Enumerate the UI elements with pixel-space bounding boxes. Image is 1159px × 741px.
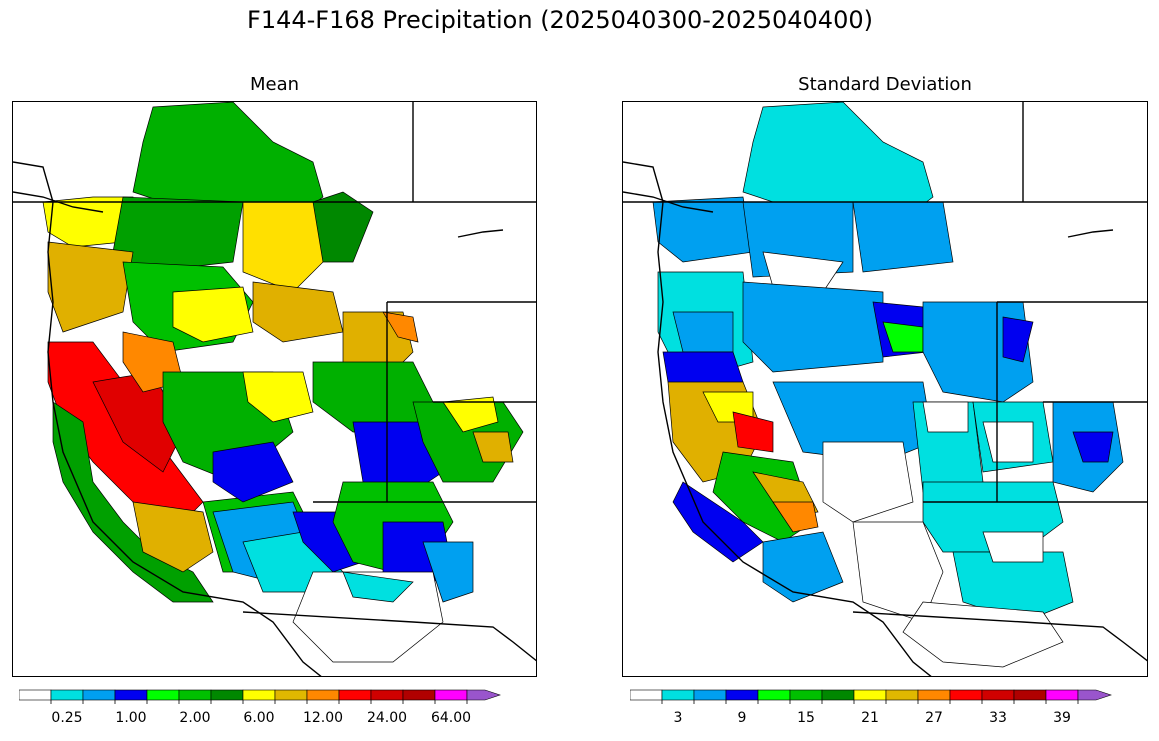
colorbar-mean: 0.25 1.00 2.00 6.00 12.00 24.00 64.00 (19, 688, 531, 728)
colorbar-mean-segment (146, 689, 180, 701)
colorbar-mean-segment (82, 689, 116, 701)
colorbar-std-segment (1013, 689, 1047, 701)
colorbar-mean-tick-label: 64.00 (430, 710, 472, 726)
colorbar-mean-segment (338, 689, 372, 701)
colorbar-std-segment (789, 689, 823, 701)
colorbar-mean-segment (402, 689, 436, 701)
colorbar-mean-tick-label: 24.00 (366, 710, 408, 726)
colorbar-std-segment (821, 689, 855, 701)
colorbar-std-segment (757, 689, 791, 701)
panel-title-mean: Mean (249, 74, 300, 95)
colorbar-mean-tick-label: 2.00 (179, 710, 211, 726)
colorbar-std-segment (1077, 689, 1112, 701)
colorbar-std-segment (853, 689, 887, 701)
colorbar-std-segment (661, 689, 695, 701)
colorbar-mean-segment (274, 689, 308, 701)
colorbar-mean-tick-label: 12.00 (302, 710, 344, 726)
colorbar-std-tick-label: 27 (925, 710, 943, 726)
colorbar-std-tick-label: 33 (989, 710, 1007, 726)
colorbar-std-segment (693, 689, 727, 701)
colorbar-mean-segment (466, 689, 501, 701)
colorbar-std-segment (630, 689, 663, 701)
colorbar-mean-segment (210, 689, 244, 701)
colorbar-std-segment (949, 689, 983, 701)
colorbar-mean-segment (434, 689, 468, 701)
colorbar-std-tick-label: 15 (797, 710, 815, 726)
map-mean-svg (13, 102, 536, 676)
colorbar-std-tick-label: 21 (861, 710, 879, 726)
colorbar-mean-segment (114, 689, 148, 701)
colorbar-mean-tick-label: 6.00 (243, 710, 275, 726)
colorbar-mean-svg (19, 689, 501, 704)
colorbar-std-segment (725, 689, 759, 701)
colorbar-mean-segment (242, 689, 276, 701)
colorbar-std-segment (885, 689, 919, 701)
colorbar-std-segment (1045, 689, 1079, 701)
map-mean (12, 101, 537, 677)
colorbar-std-segment (917, 689, 951, 701)
colorbar-std-segment (981, 689, 1015, 701)
colorbar-mean-segment (306, 689, 340, 701)
map-std-svg (623, 102, 1147, 676)
map-std (622, 101, 1148, 677)
colorbar-mean-segment (370, 689, 404, 701)
colorbar-mean-tick-label: 0.25 (51, 710, 83, 726)
colorbar-std-tick-label: 3 (673, 710, 683, 726)
figure-title: F144-F168 Precipitation (2025040300-2025… (247, 6, 873, 34)
colorbar-mean-tick-label: 1.00 (115, 710, 147, 726)
colorbar-std-tick-label: 9 (737, 710, 747, 726)
colorbar-std: 3 9 15 21 27 33 39 (630, 688, 1142, 728)
colorbar-std-tick-label: 39 (1053, 710, 1071, 726)
colorbar-mean-segment (50, 689, 84, 701)
colorbar-mean-segment (19, 689, 52, 701)
colorbar-mean-segment (178, 689, 212, 701)
panel-title-std: Standard Deviation (798, 74, 972, 95)
colorbar-std-svg (630, 689, 1112, 704)
